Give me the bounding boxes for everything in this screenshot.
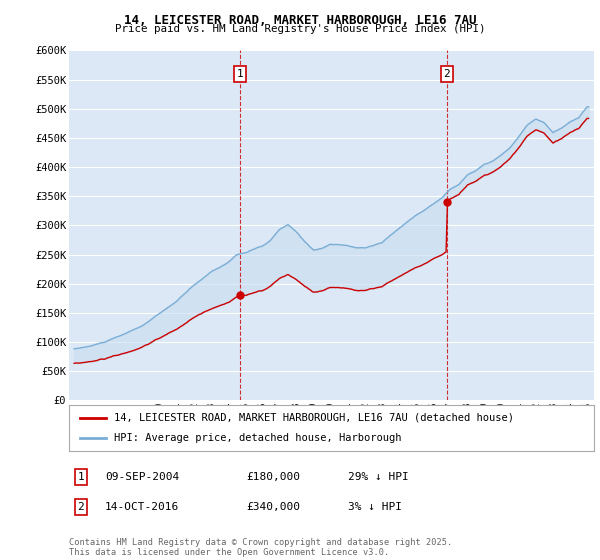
Text: 09-SEP-2004: 09-SEP-2004 <box>105 472 179 482</box>
Text: 1: 1 <box>77 472 85 482</box>
Text: 3% ↓ HPI: 3% ↓ HPI <box>348 502 402 512</box>
Text: 1: 1 <box>236 69 244 79</box>
Text: £180,000: £180,000 <box>246 472 300 482</box>
Text: 2: 2 <box>77 502 85 512</box>
Text: 14, LEICESTER ROAD, MARKET HARBOROUGH, LE16 7AU (detached house): 14, LEICESTER ROAD, MARKET HARBOROUGH, L… <box>113 413 514 423</box>
Text: 14-OCT-2016: 14-OCT-2016 <box>105 502 179 512</box>
Text: £340,000: £340,000 <box>246 502 300 512</box>
Text: 2: 2 <box>443 69 451 79</box>
Text: Contains HM Land Registry data © Crown copyright and database right 2025.
This d: Contains HM Land Registry data © Crown c… <box>69 538 452 557</box>
Text: 14, LEICESTER ROAD, MARKET HARBOROUGH, LE16 7AU: 14, LEICESTER ROAD, MARKET HARBOROUGH, L… <box>124 14 476 27</box>
Text: HPI: Average price, detached house, Harborough: HPI: Average price, detached house, Harb… <box>113 433 401 443</box>
Text: Price paid vs. HM Land Registry's House Price Index (HPI): Price paid vs. HM Land Registry's House … <box>115 24 485 34</box>
Text: 29% ↓ HPI: 29% ↓ HPI <box>348 472 409 482</box>
